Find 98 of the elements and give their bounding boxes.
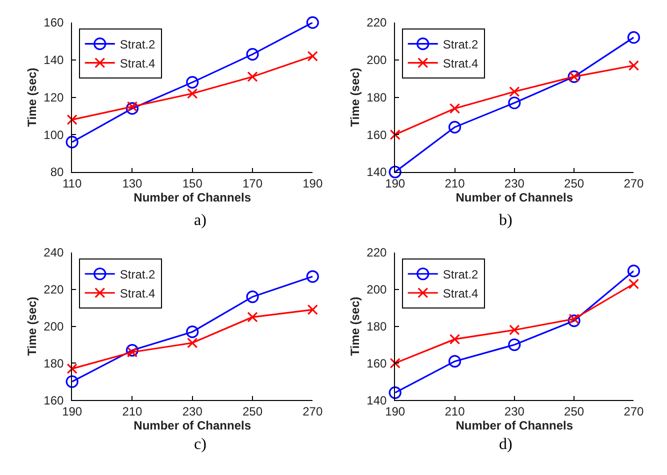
legend-label: Strat.2 (120, 268, 156, 282)
y-tick-label: 160 (44, 393, 64, 408)
y-tick-label: 160 (44, 16, 64, 30)
x-tick-label: 250 (242, 404, 263, 418)
point (449, 334, 460, 345)
y-tick-label: 200 (44, 320, 64, 334)
legend-label: Strat.2 (120, 38, 156, 52)
x-tick-label: 230 (182, 404, 203, 418)
point (568, 314, 580, 324)
x-tick-label: 190 (62, 404, 82, 418)
y-tick-label: 200 (366, 282, 388, 297)
x-tick-label: 150 (182, 176, 203, 190)
point (306, 16, 319, 29)
y-tick-label: 200 (366, 53, 388, 68)
y-tick-label: 80 (50, 165, 64, 180)
point (627, 264, 640, 278)
y-tick-label: 160 (366, 356, 388, 370)
point (628, 278, 640, 290)
y-tick-label: 140 (44, 53, 64, 68)
x-axis-title: Number of Channels (456, 418, 574, 432)
x-axis-title: Number of Channels (456, 190, 574, 204)
point (628, 60, 640, 71)
legend-label: Strat.4 (120, 56, 156, 71)
x-tick-label: 190 (385, 404, 406, 418)
point (126, 344, 139, 357)
x-tick-label: 250 (564, 404, 584, 418)
point (126, 101, 138, 112)
legend-label: Strat.4 (442, 286, 479, 301)
point (388, 386, 402, 399)
point (388, 166, 402, 178)
x-tick-label: 270 (302, 404, 323, 418)
y-axis-title: Time (sec) (24, 68, 39, 127)
y-tick-label: 160 (366, 128, 388, 142)
point (390, 358, 400, 368)
point (307, 304, 318, 316)
y-tick-label: 240 (44, 246, 64, 260)
point (448, 120, 462, 134)
x-tick-label: 270 (624, 176, 644, 190)
point (66, 114, 78, 125)
point (187, 338, 198, 348)
point (66, 375, 78, 388)
point (509, 324, 520, 336)
text: b) (499, 212, 512, 229)
text: a) (194, 212, 206, 229)
point (306, 270, 319, 283)
x-tick-label: 190 (385, 176, 406, 190)
y-tick-label: 140 (366, 393, 388, 408)
point (568, 314, 580, 328)
x-tick-label: 110 (62, 176, 82, 190)
legend-label: Strat.2 (442, 268, 479, 282)
y-tick-label: 180 (44, 356, 64, 370)
point (307, 50, 318, 62)
x-tick-label: 230 (504, 404, 525, 418)
y-axis-title: Time (sec) (24, 296, 39, 356)
x-tick-label: 270 (624, 404, 644, 418)
x-tick-label: 210 (444, 176, 466, 190)
x-tick-label: 210 (444, 404, 466, 418)
y-tick-label: 220 (366, 16, 388, 30)
x-tick-label: 230 (504, 176, 525, 190)
x-tick-label: 190 (302, 176, 323, 190)
y-tick-label: 180 (366, 320, 388, 334)
point (186, 76, 199, 89)
point (449, 103, 460, 114)
x-axis-title: Number of Channels (134, 418, 252, 432)
point (126, 102, 139, 115)
y-axis-title: Time (sec) (348, 296, 362, 356)
point (247, 71, 258, 82)
y-tick-label: 220 (366, 246, 388, 260)
y-tick-label: 180 (366, 90, 388, 104)
text: c) (194, 436, 206, 453)
point (448, 355, 462, 368)
x-tick-label: 210 (122, 404, 143, 418)
point (508, 338, 521, 352)
point (66, 136, 78, 148)
point (187, 88, 198, 99)
text: d) (499, 436, 512, 453)
point (186, 326, 199, 338)
legend-label: Strat.2 (442, 38, 479, 52)
legend-label: Strat.4 (120, 286, 156, 301)
point (509, 86, 520, 97)
point (247, 312, 258, 322)
y-tick-label: 140 (366, 165, 388, 180)
y-tick-label: 120 (44, 90, 64, 104)
point (66, 363, 78, 374)
point (246, 290, 259, 304)
point (508, 96, 521, 110)
y-axis-title: Time (sec) (348, 68, 362, 127)
y-tick-label: 220 (44, 282, 64, 297)
x-tick-label: 250 (564, 176, 584, 190)
point (390, 129, 400, 140)
y-tick-label: 100 (44, 128, 64, 142)
x-tick-label: 170 (242, 176, 263, 190)
point (246, 48, 259, 61)
legend-label: Strat.4 (442, 56, 479, 71)
point (126, 346, 138, 358)
x-tick-label: 130 (122, 176, 143, 190)
point (627, 31, 640, 44)
x-axis-title: Number of Channels (134, 190, 252, 204)
